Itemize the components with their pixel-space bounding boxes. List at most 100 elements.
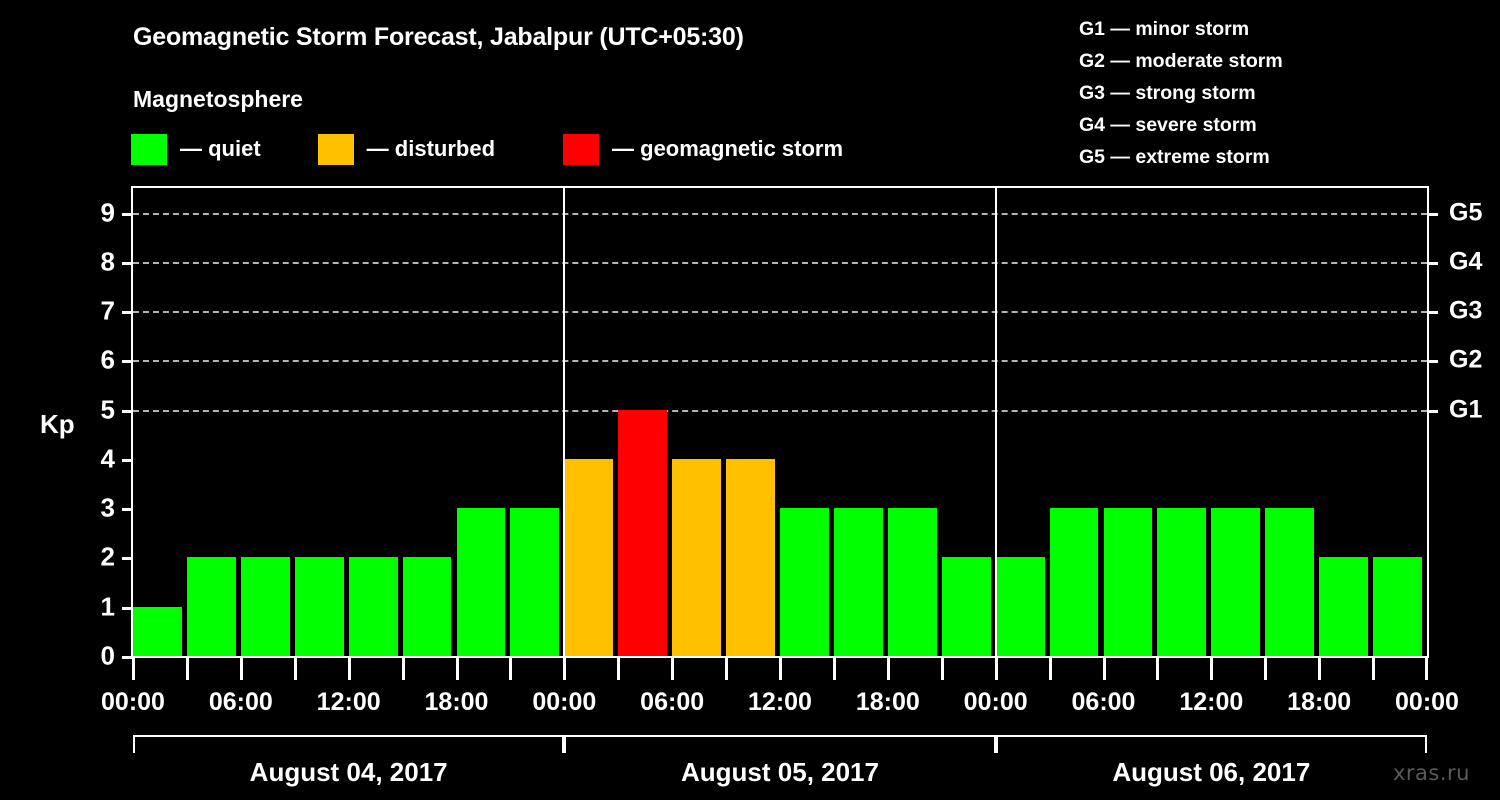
x-tick — [455, 658, 459, 680]
y-tick — [122, 508, 133, 512]
kp-bar — [941, 557, 991, 656]
kp-bar — [348, 557, 398, 656]
x-tick-label: 12:00 — [748, 688, 812, 716]
y-tick-label: 2 — [100, 541, 115, 572]
y-tick — [122, 458, 133, 462]
gridline — [133, 261, 1427, 264]
legend-item-label: — geomagnetic storm — [612, 136, 844, 161]
y-tick-label: 4 — [100, 443, 115, 474]
x-tick-label: 18:00 — [855, 688, 920, 716]
g-tick — [1427, 212, 1438, 216]
green-square-swatch — [131, 133, 167, 165]
y-tick — [122, 261, 133, 265]
x-tick — [725, 658, 729, 680]
x-tick — [994, 658, 998, 680]
x-tick — [132, 658, 135, 680]
kp-bar — [1103, 508, 1153, 656]
y-tick — [122, 606, 133, 610]
g-tick — [1427, 261, 1438, 265]
kp-bar — [1211, 508, 1261, 656]
x-tick — [1318, 658, 1322, 680]
x-tick-label: 12:00 — [316, 688, 381, 716]
date-bracket — [995, 735, 1427, 753]
g-tick — [1427, 360, 1438, 364]
plot-area: 0 1 2 3 4 5 6 7 8 9 G1 G2 G3 G4 G5 — [101, 186, 1482, 671]
gscale-row: G1 — minor storm — [1079, 18, 1250, 40]
x-tick — [401, 658, 405, 680]
kp-bar — [133, 606, 182, 656]
x-tick — [617, 658, 621, 680]
gscale-row: G4 — severe storm — [1079, 114, 1257, 136]
y-tick — [122, 212, 133, 216]
kp-bar — [1049, 508, 1099, 656]
y-tick — [122, 311, 133, 315]
gscale-row: G3 — strong storm — [1079, 82, 1256, 104]
x-tick-label: 18:00 — [424, 688, 489, 716]
kp-bar — [887, 508, 937, 656]
x-tick-label: 06:00 — [208, 688, 273, 716]
orange-square-swatch — [317, 133, 354, 165]
kp-bar — [618, 409, 668, 656]
x-tick — [347, 658, 351, 680]
y-tick-label: 1 — [100, 591, 115, 622]
g-tick — [1427, 311, 1438, 315]
kp-bar — [402, 557, 452, 656]
y-axis-title: Kp — [40, 409, 75, 439]
x-axis-ticks — [131, 658, 1429, 682]
legend-item-label: — quiet — [180, 136, 261, 161]
date-bracket — [564, 735, 996, 753]
x-tick-label: 12:00 — [1179, 688, 1244, 716]
y-tick — [122, 360, 133, 364]
kp-bar — [780, 508, 829, 656]
g-tick-label: G4 — [1449, 247, 1483, 276]
date-brackets: August 04, 2017 August 05, 2017 August 06,… — [131, 735, 1429, 795]
y-tick-label: 0 — [100, 640, 115, 671]
y-tick-label: 8 — [100, 246, 115, 277]
y-tick-label: 9 — [100, 197, 115, 228]
x-tick-label: 06:00 — [1071, 688, 1136, 716]
y-tick — [122, 557, 133, 561]
kp-bar — [456, 508, 506, 656]
gridline — [133, 409, 1427, 412]
x-tick — [940, 658, 944, 680]
kp-bar — [1157, 508, 1207, 656]
date-label: August 05, 2017 — [681, 757, 879, 787]
legend-item: — geomagnetic storm — [563, 133, 844, 165]
day-separator — [563, 188, 566, 656]
gridline — [133, 212, 1427, 215]
x-tick — [886, 658, 890, 680]
magnetosphere-legend: — quiet — disturbed — geomagnetic storm — [131, 131, 843, 167]
y-tick-label: 7 — [100, 295, 115, 326]
red-square-swatch — [563, 133, 600, 165]
y-tick — [122, 656, 133, 659]
y-tick-label: 3 — [100, 492, 115, 523]
g-tick — [1427, 409, 1438, 413]
series-label: Magnetosphere — [133, 86, 303, 112]
x-tick — [1210, 658, 1214, 680]
kp-bar — [672, 458, 722, 656]
g-tick-label: G5 — [1449, 198, 1483, 227]
x-tick-label: 00:00 — [101, 688, 165, 716]
kp-bar — [833, 508, 883, 656]
x-tick-label: 00:00 — [532, 688, 597, 716]
kp-bar — [294, 557, 344, 656]
watermark: xras.ru — [1393, 761, 1470, 785]
kp-bar — [1265, 508, 1315, 656]
kp-bar — [995, 557, 1045, 656]
kp-bar — [564, 458, 614, 656]
x-tick — [832, 658, 836, 680]
gscale-legend: G1 — minor storm G2 — moderate storm G3 — … — [1079, 13, 1283, 173]
kp-bar — [726, 458, 775, 656]
x-tick — [1048, 658, 1052, 680]
x-tick-label: 06:00 — [640, 688, 705, 716]
x-tick-label: 00:00 — [963, 688, 1028, 716]
g-tick-label: G2 — [1449, 345, 1483, 374]
legend-item-label: — disturbed — [366, 136, 496, 161]
gridline — [133, 360, 1427, 363]
legend-item: — disturbed — [317, 133, 496, 165]
kp-bar — [1373, 557, 1422, 656]
x-tick — [185, 658, 189, 680]
y-tick — [122, 409, 133, 413]
x-tick-label: 00:00 — [1395, 688, 1459, 716]
x-axis-labels: 00:00 06:00 12:00 18:00 00:00 06:00 12:00 18:00… — [101, 688, 1459, 722]
